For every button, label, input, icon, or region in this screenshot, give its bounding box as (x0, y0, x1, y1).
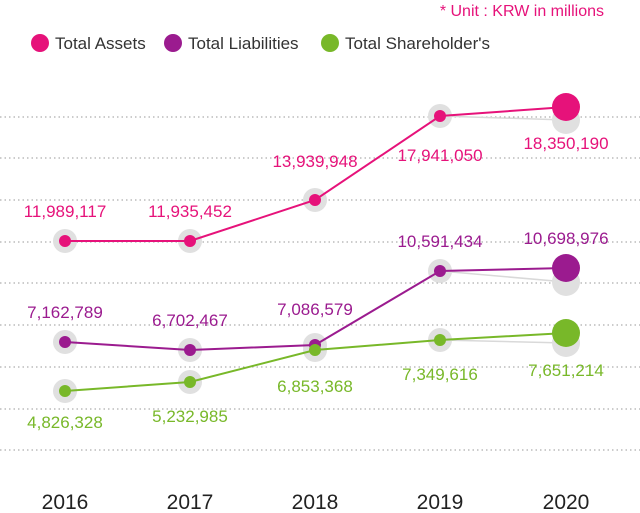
data-point (59, 385, 71, 397)
unit-note: * Unit : KRW in millions (440, 3, 604, 20)
data-point (309, 194, 321, 206)
data-label: 5,232,985 (152, 407, 228, 426)
data-point (434, 265, 446, 277)
x-tick-label: 2020 (543, 491, 590, 513)
data-point (434, 110, 446, 122)
data-points (59, 93, 580, 397)
data-point (59, 235, 71, 247)
data-label: 10,591,434 (397, 232, 482, 251)
data-point (59, 336, 71, 348)
series-line (65, 106, 567, 242)
data-label: 11,935,452 (148, 202, 232, 221)
data-label: 17,941,050 (397, 146, 482, 165)
data-label: 7,349,616 (402, 365, 478, 384)
x-tick-label: 2018 (292, 491, 339, 513)
data-label: 10,698,976 (523, 229, 608, 248)
data-point (434, 334, 446, 346)
legend-marker-shareholders (321, 34, 339, 52)
data-label: 7,651,214 (528, 361, 604, 380)
legend-marker-liabilities (164, 34, 182, 52)
shadow-line (439, 270, 567, 283)
data-point (552, 254, 580, 282)
x-axis: 2016 2017 2018 2019 2020 (42, 491, 590, 513)
data-label: 13,939,948 (272, 152, 357, 171)
x-tick-label: 2019 (417, 491, 464, 513)
data-labels: 11,989,117 11,935,452 13,939,948 17,941,050… (24, 134, 609, 432)
legend-label-liabilities: Total Liabilities (188, 34, 299, 53)
legend-label-shareholders: Total Shareholder's (345, 34, 490, 53)
legend: Total Assets Total Liabilities Total Sha… (31, 34, 490, 53)
data-point (184, 344, 196, 356)
x-tick-label: 2016 (42, 491, 89, 513)
data-label: 7,162,789 (27, 303, 103, 322)
data-point (309, 344, 321, 356)
shadow-line (439, 339, 567, 344)
marker-shadows (53, 104, 580, 403)
data-label: 7,086,579 (277, 300, 353, 319)
data-point (552, 93, 580, 121)
data-label: 6,702,467 (152, 311, 228, 330)
data-point (184, 235, 196, 247)
legend-marker-assets (31, 34, 49, 52)
data-point (184, 376, 196, 388)
x-tick-label: 2017 (167, 491, 214, 513)
shadow-line (439, 115, 567, 121)
data-label: 11,989,117 (24, 202, 107, 221)
data-label: 18,350,190 (523, 134, 608, 153)
data-label: 4,826,328 (27, 413, 103, 432)
data-point (552, 319, 580, 347)
legend-label-assets: Total Assets (55, 34, 146, 53)
data-label: 6,853,368 (277, 377, 353, 396)
